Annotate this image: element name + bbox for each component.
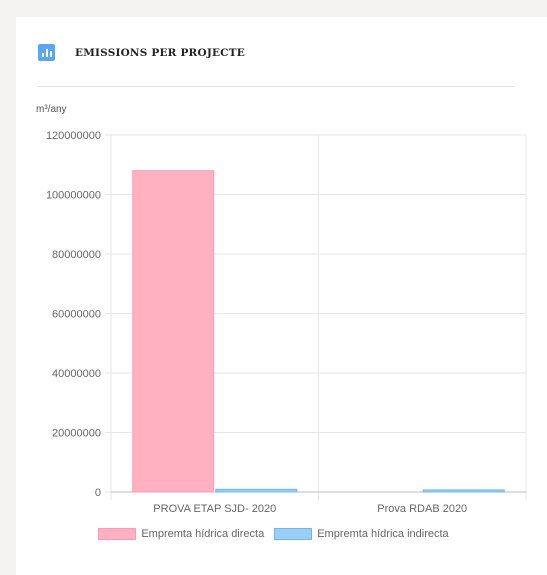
header-divider xyxy=(38,86,514,87)
legend-item-direct[interactable]: Empremta hídrica directa xyxy=(98,528,264,540)
y-tick-label: 100000000 xyxy=(46,190,101,202)
bar-direct-0 xyxy=(132,170,215,493)
bar-indirect-0 xyxy=(215,488,298,493)
legend-swatch-direct xyxy=(98,528,137,540)
y-tick-label: 60000000 xyxy=(52,309,101,321)
y-tick-label: 120000000 xyxy=(46,130,101,142)
bar-chart-icon xyxy=(38,44,55,61)
y-tick-label: 40000000 xyxy=(52,368,101,380)
y-axis-unit-label: m³/any xyxy=(36,104,67,115)
chart-legend: Empremta hídrica directa Empremta hídric… xyxy=(0,528,547,540)
legend-item-indirect[interactable]: Empremta hídrica indirecta xyxy=(274,528,449,540)
legend-label-direct: Empremta hídrica directa xyxy=(141,528,265,540)
chart-card xyxy=(16,17,547,575)
legend-label-indirect: Empremta hídrica indirecta xyxy=(317,528,449,540)
bar-indirect-1 xyxy=(422,489,505,493)
x-tick-label: PROVA ETAP SJD- 2020 xyxy=(153,503,276,515)
y-tick-label: 20000000 xyxy=(52,428,101,440)
y-tick-label: 0 xyxy=(95,487,101,499)
x-tick-label: Prova RDAB 2020 xyxy=(377,503,467,515)
legend-swatch-indirect xyxy=(274,528,313,540)
card-header: EMISSIONS PER PROJECTE xyxy=(38,44,245,61)
card-title: EMISSIONS PER PROJECTE xyxy=(75,46,245,59)
y-tick-label: 80000000 xyxy=(52,249,101,261)
